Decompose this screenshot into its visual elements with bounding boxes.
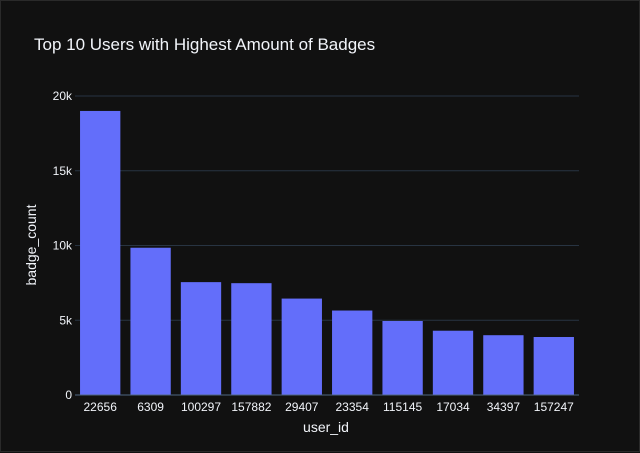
x-tick-label: 29407 xyxy=(285,400,319,414)
y-axis-title: badge_count xyxy=(23,204,39,285)
bar-115145[interactable] xyxy=(382,320,423,395)
bar-100297[interactable] xyxy=(180,282,222,395)
x-tick-label: 115145 xyxy=(383,400,422,414)
bar-22656[interactable] xyxy=(80,110,121,395)
x-tick-labels: 22656 6309 100297 157882 29407 23354 115145 170… xyxy=(84,400,575,414)
y-tick-label: 15k xyxy=(53,164,73,178)
bar-17034[interactable] xyxy=(432,330,474,395)
x-tick-label: 34397 xyxy=(487,400,521,414)
y-tick-label: 10k xyxy=(53,239,73,253)
chart-title: Top 10 Users with Highest Amount of Badg… xyxy=(34,35,375,54)
x-tick-label: 22656 xyxy=(84,400,118,414)
bar-157882[interactable] xyxy=(231,283,272,395)
y-tick-label: 5k xyxy=(59,313,73,327)
bar-23354[interactable] xyxy=(332,310,373,395)
x-tick-label: 157882 xyxy=(231,400,271,414)
x-tick-label: 6309 xyxy=(137,400,164,414)
bar-34397[interactable] xyxy=(483,335,524,395)
x-tick-label: 157247 xyxy=(534,400,574,414)
bars xyxy=(75,110,579,396)
y-tick-labels: 0 5k 10k 15k 20k xyxy=(53,89,73,402)
grid-lines xyxy=(75,95,579,321)
bar-6309[interactable] xyxy=(130,247,171,395)
x-tick-label: 100297 xyxy=(181,400,221,414)
x-axis-title: user_id xyxy=(303,419,349,435)
bar-157247[interactable] xyxy=(533,336,574,395)
x-tick-label: 17034 xyxy=(436,400,470,414)
y-tick-label: 20k xyxy=(53,89,73,103)
y-tick-label: 0 xyxy=(65,388,72,402)
bar-29407[interactable] xyxy=(281,298,322,395)
x-tick-label: 23354 xyxy=(336,400,370,414)
